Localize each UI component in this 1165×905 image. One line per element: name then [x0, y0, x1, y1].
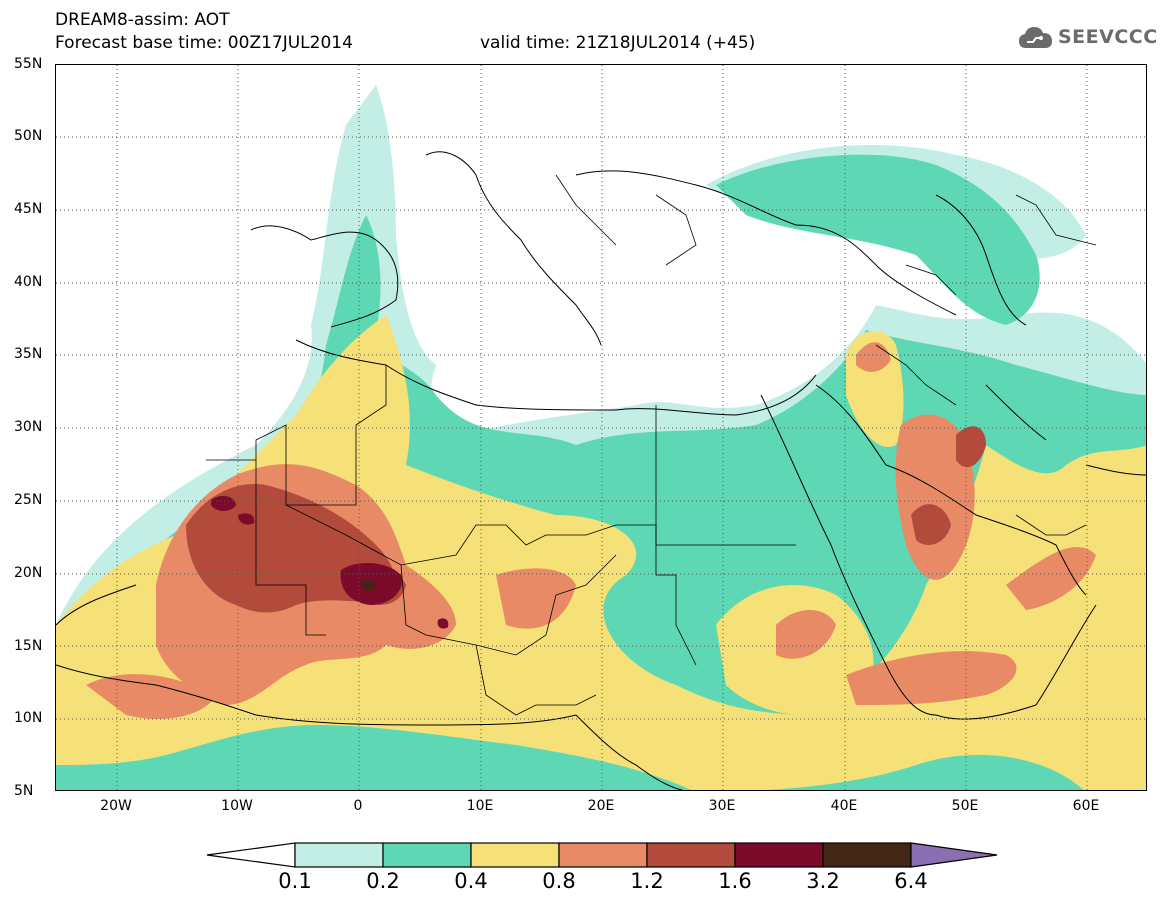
lat-label-20n: 20N: [14, 565, 43, 581]
colorbar-label-0-1: 0.1: [278, 869, 312, 893]
colorbar-label-3-2: 3.2: [806, 869, 840, 893]
lat-label-40n: 40N: [14, 274, 43, 290]
lat-label-30n: 30N: [14, 419, 43, 435]
lat-label-25n: 25N: [14, 492, 43, 508]
aot-colorbar: [206, 842, 998, 868]
colorbar-label-1-6: 1.6: [718, 869, 752, 893]
colorbar-bin-0-4: [470, 842, 560, 868]
colorbar-over-arrow: [910, 842, 998, 868]
colorbar-bin-1-6: [734, 842, 824, 868]
coastlines: [56, 151, 1146, 790]
colorbar-bin-3-2: [822, 842, 912, 868]
lat-label-45n: 45N: [14, 201, 43, 217]
lat-label-55n: 55N: [14, 56, 43, 72]
colorbar-bin-1-2: [646, 842, 736, 868]
lat-label-50n: 50N: [14, 128, 43, 144]
lon-label-0: 0: [353, 798, 363, 814]
colorbar-label-1-2: 1.2: [630, 869, 664, 893]
colorbar-label-6-4: 6.4: [894, 869, 928, 893]
country-borders: [206, 174, 1097, 716]
forecast-base-time: Forecast base time: 00Z17JUL2014: [55, 33, 353, 53]
colorbar-label-0-4: 0.4: [454, 869, 488, 893]
cloud-icon: [1019, 27, 1052, 48]
map-title: DREAM8-assim: AOT: [55, 10, 230, 30]
lat-label-10n: 10N: [14, 710, 43, 726]
colorbar-label-0-2: 0.2: [366, 869, 400, 893]
lon-label-10e: 10E: [466, 798, 494, 814]
colorbar-bin-0-1: [294, 842, 384, 868]
aot-map-canvas: [56, 65, 1146, 790]
valid-time: valid time: 21Z18JUL2014 (+45): [480, 33, 756, 53]
lon-label-50e: 50E: [951, 798, 979, 814]
lon-label-20w: 20W: [100, 798, 132, 814]
colorbar-bin-0-8: [558, 842, 648, 868]
lat-label-35n: 35N: [14, 346, 43, 362]
colorbar-under-arrow: [206, 842, 296, 868]
lat-label-15n: 15N: [14, 638, 43, 654]
lon-label-10w: 10W: [221, 798, 253, 814]
lon-label-60e: 60E: [1072, 798, 1100, 814]
lon-label-30e: 30E: [708, 798, 736, 814]
lat-label-5n: 5N: [14, 783, 34, 799]
aot-map: [55, 64, 1147, 791]
aot-field-3-2: [361, 580, 376, 591]
lon-label-20e: 20E: [587, 798, 615, 814]
colorbar-bin-0-2: [382, 842, 472, 868]
colorbar-label-0-8: 0.8: [542, 869, 576, 893]
lon-label-40e: 40E: [830, 798, 858, 814]
aot-field-0-8: [86, 342, 1096, 719]
seevccc-logo: SEEVCCC: [1018, 24, 1158, 50]
logo-text: SEEVCCC: [1058, 26, 1158, 48]
